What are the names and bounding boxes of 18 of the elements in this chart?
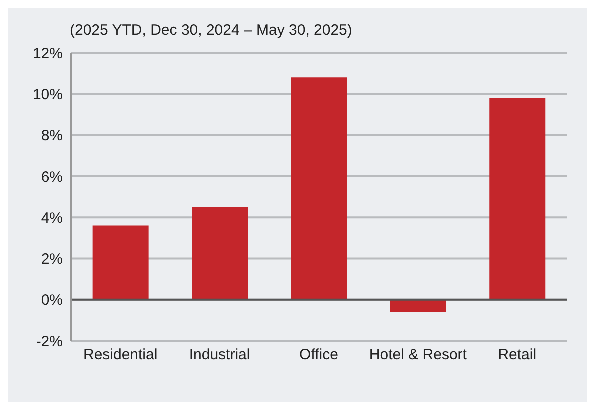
x-tick-label: Hotel & Resort xyxy=(369,346,468,364)
y-tick-label: 0% xyxy=(41,292,63,310)
y-tick-label: 2% xyxy=(41,251,63,268)
y-tick-label: -2% xyxy=(36,333,63,350)
y-tick-label: 8% xyxy=(41,128,63,145)
bar xyxy=(490,98,546,300)
bar xyxy=(192,207,248,300)
y-tick-label: 12% xyxy=(32,45,63,62)
x-tick-label: Retail xyxy=(498,346,537,364)
y-tick-label: 6% xyxy=(41,168,63,186)
chart-subtitle: (2025 YTD, Dec 30, 2024 – May 30, 2025) xyxy=(69,21,354,39)
y-tick-label: 4% xyxy=(41,210,63,227)
x-tick-label: Industrial xyxy=(189,346,250,364)
x-tick-label: Office xyxy=(300,346,338,364)
x-tick-label: Residential xyxy=(83,346,158,364)
y-tick-label: 10% xyxy=(32,86,63,104)
bar xyxy=(291,78,348,300)
bar xyxy=(92,226,149,300)
